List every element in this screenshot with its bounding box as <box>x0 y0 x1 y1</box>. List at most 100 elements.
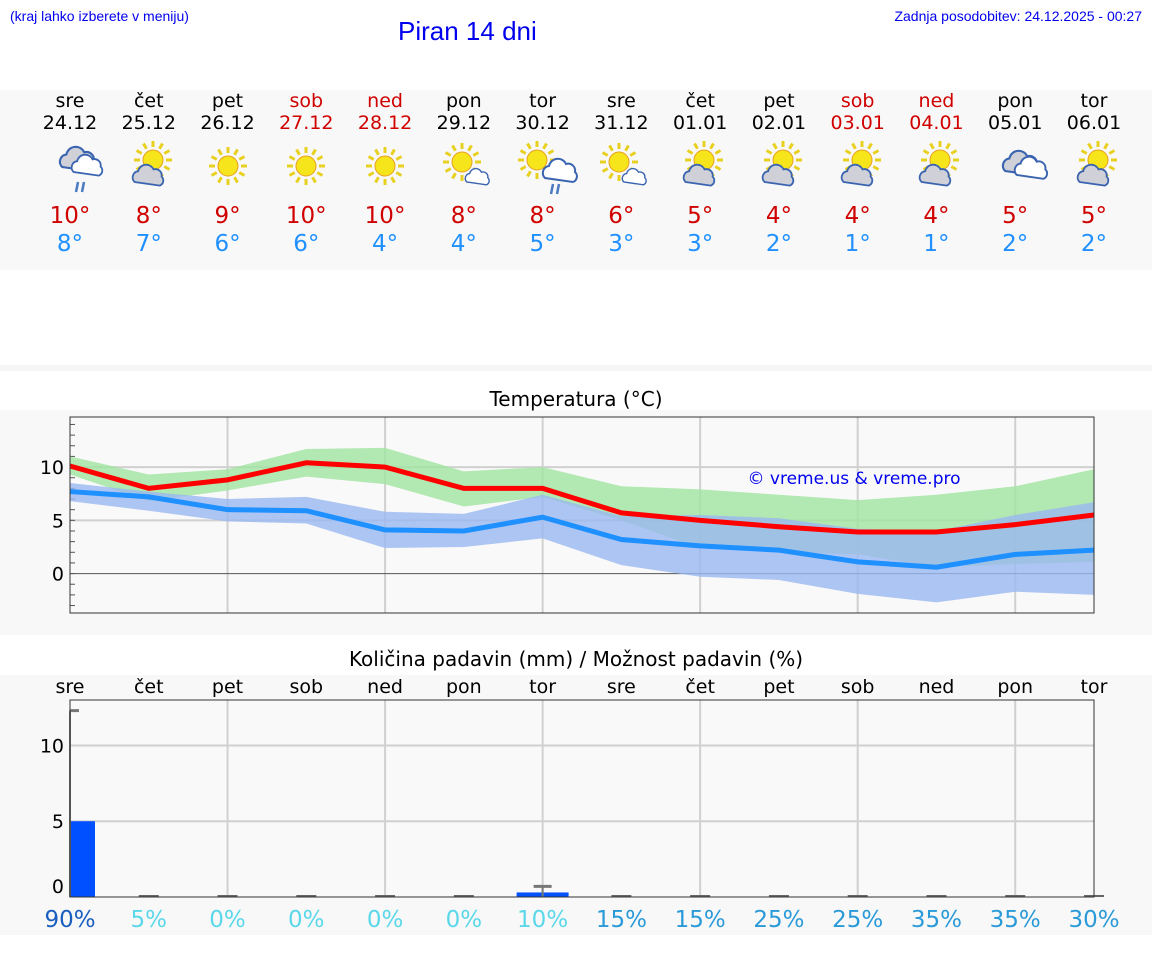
x-day-label: pon <box>997 676 1033 698</box>
precip-chart: 0 5 10 sre 90% čet 5% pet 0% sob 0% ned 0% pon 0% tor 10… <box>40 676 1120 933</box>
day-date: 04.01 <box>909 112 964 134</box>
max-temp: 5° <box>1002 203 1029 229</box>
day-name: pon <box>445 90 482 112</box>
cloud-rain-icon <box>30 134 110 202</box>
day-column: sre 31.12 6° 3° <box>581 90 661 258</box>
max-temp: 8° <box>450 203 477 229</box>
y-tick-label: 10 <box>40 735 64 757</box>
day-column: čet 01.01 5° 3° <box>660 90 740 258</box>
precip-probability: 15% <box>675 907 726 933</box>
precip-probability: 0% <box>367 907 404 933</box>
day-date: 25.12 <box>121 112 176 134</box>
temperature-chart-title: Temperatura (°C) <box>489 387 663 411</box>
day-column: sob 03.01 4° 1° <box>818 90 898 258</box>
day-column: sre 24.12 10° 8° <box>30 90 110 258</box>
watermark: © vreme.us & vreme.pro <box>747 469 960 489</box>
max-temp: 10° <box>285 203 327 229</box>
min-temp: 4° <box>371 231 399 257</box>
plot-area <box>70 700 1094 897</box>
precip-probability: 15% <box>596 907 647 933</box>
min-temp: 3° <box>608 231 635 257</box>
max-temp: 8° <box>135 203 162 229</box>
last-updated: Zadnja posodobitev: 24.12.2025 - 00:27 <box>894 8 1142 24</box>
day-name: tor <box>1080 90 1108 112</box>
day-column: čet 25.12 8° 7° <box>109 90 189 258</box>
x-day-label: pet <box>763 676 794 698</box>
day-column: pet 02.01 4° 2° <box>739 90 819 258</box>
day-date: 29.12 <box>436 112 492 134</box>
min-temp: 8° <box>56 231 84 257</box>
precip-probability: 35% <box>990 907 1041 933</box>
page-title: Piran 14 dni <box>398 16 537 46</box>
day-name: pon <box>997 90 1034 112</box>
precip-probability: 5% <box>131 907 168 933</box>
y-tick-label: 10 <box>40 457 64 479</box>
day-name: ned <box>367 90 403 112</box>
max-temp: 10° <box>364 203 406 229</box>
min-temp: 4° <box>450 231 477 257</box>
plot-frame <box>69 416 1095 614</box>
max-temp-line <box>69 460 1095 535</box>
day-date: 06.01 <box>1066 112 1122 134</box>
day-date: 24.12 <box>42 112 98 134</box>
precip-probability: 10% <box>517 907 568 933</box>
max-temp: 9° <box>214 203 241 229</box>
day-date: 03.01 <box>830 112 885 134</box>
x-day-label: sre <box>56 676 85 698</box>
max-temp: 5° <box>687 203 714 229</box>
day-name: tor <box>529 90 557 112</box>
max-temp: 8° <box>529 203 556 229</box>
day-column: ned 04.01 4° 1° <box>896 90 976 258</box>
cloud-icon <box>975 134 1055 202</box>
day-date: 31.12 <box>594 112 649 134</box>
precip-chart-title: Količina padavin (mm) / Možnost padavin … <box>348 647 804 671</box>
precip-probability: 0% <box>446 907 483 933</box>
sun-icon <box>188 134 268 202</box>
day-name: sob <box>840 90 875 112</box>
precip-probability: 30% <box>1068 907 1119 933</box>
min-temp: 5° <box>529 231 556 257</box>
max-temp: 6° <box>608 203 635 229</box>
precip-probability: 25% <box>832 907 883 933</box>
y-tick-label: 5 <box>52 811 64 833</box>
day-column: sob 27.12 10° 6° <box>266 90 346 258</box>
x-day-label: čet <box>134 676 164 698</box>
max-temp: 4° <box>765 203 792 229</box>
max-temp: 10° <box>49 203 91 229</box>
sun-cloud-icon <box>818 134 898 202</box>
sun-small-cloud-icon <box>581 134 661 202</box>
day-date: 02.01 <box>751 112 807 134</box>
day-date: 26.12 <box>200 112 255 134</box>
min-range-band <box>70 483 1094 603</box>
x-day-label: pet <box>212 676 243 698</box>
sun-cloud-icon <box>896 134 976 202</box>
sun-cloud-icon <box>109 134 189 202</box>
min-temp: 6° <box>214 231 241 257</box>
x-day-label: ned <box>919 676 955 698</box>
x-day-label: čet <box>685 676 715 698</box>
day-date: 01.01 <box>672 112 728 134</box>
sun-small-cloud-icon <box>424 134 504 202</box>
sun-cloud-icon <box>660 134 740 202</box>
day-date: 30.12 <box>515 112 570 134</box>
precip-probability: 90% <box>44 907 95 933</box>
precip-probability: 0% <box>288 907 325 933</box>
day-name: sre <box>606 90 636 112</box>
day-column: tor 30.12 8° 5° <box>503 90 583 258</box>
day-date: 28.12 <box>357 112 413 134</box>
min-temp: 2° <box>1002 231 1029 257</box>
max-temp: 4° <box>923 203 950 229</box>
y-tick-label: 5 <box>52 510 64 532</box>
sun-icon <box>266 134 346 202</box>
precip-bar <box>70 821 95 897</box>
precip-probability: 0% <box>209 907 246 933</box>
day-column: pon 05.01 5° 2° <box>975 90 1055 258</box>
min-temp: 6° <box>293 231 320 257</box>
day-name: pet <box>211 90 244 112</box>
day-name: čet <box>133 90 164 112</box>
day-name: ned <box>918 90 955 112</box>
x-day-label: sob <box>841 676 875 698</box>
day-name: pet <box>763 90 795 112</box>
divider <box>0 365 1152 371</box>
x-day-label: tor <box>529 676 556 698</box>
